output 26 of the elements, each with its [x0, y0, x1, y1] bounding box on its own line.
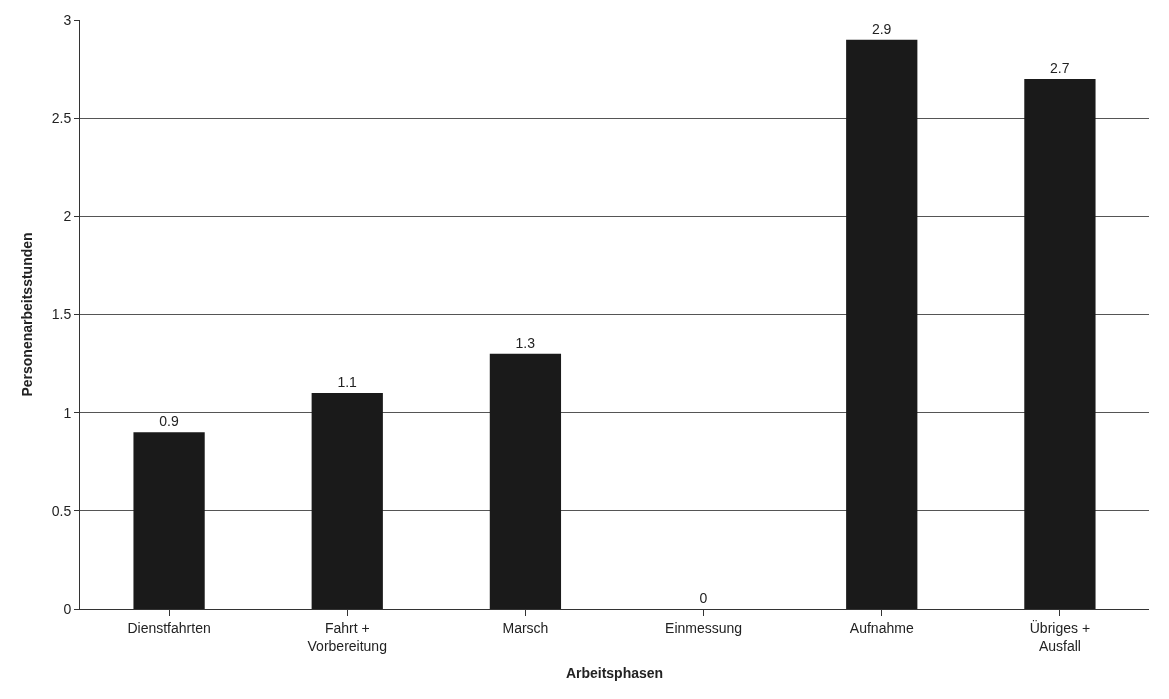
bar [1024, 78, 1096, 609]
y-axis-title: Personenarbeitsstunden [19, 232, 36, 397]
data-label: 2.7 [1050, 59, 1070, 76]
bar [133, 432, 205, 609]
y-tick-label: 3 [63, 11, 72, 28]
x-axis-title: Arbeitsphasen [565, 665, 664, 682]
data-label: 1.1 [337, 374, 358, 391]
y-tick-label: 1 [63, 404, 72, 421]
x-tick-label: Marsch [502, 619, 549, 636]
data-label: 0.9 [159, 413, 179, 430]
x-tick-label: Einmessung [665, 619, 743, 636]
x-tick-label: Fahrt + Vorbereitung [307, 619, 387, 654]
y-tick-label: 2 [63, 208, 72, 225]
x-tick-label: Übriges + Ausfall [1029, 618, 1091, 654]
x-tick-label: Dienstfahrten [127, 619, 211, 636]
bar [489, 353, 562, 609]
x-tick-label: Aufnahme [849, 619, 914, 636]
data-label: 0 [699, 590, 708, 606]
bar [846, 39, 918, 609]
data-label: 2.9 [871, 20, 892, 37]
y-tick-label: 0 [63, 600, 72, 617]
y-tick-label: 0.5 [51, 502, 72, 519]
y-tick-label: 2.5 [51, 110, 72, 127]
data-label: 1.3 [515, 334, 536, 351]
y-tick-label: 1.5 [51, 306, 72, 323]
bar [311, 393, 383, 609]
